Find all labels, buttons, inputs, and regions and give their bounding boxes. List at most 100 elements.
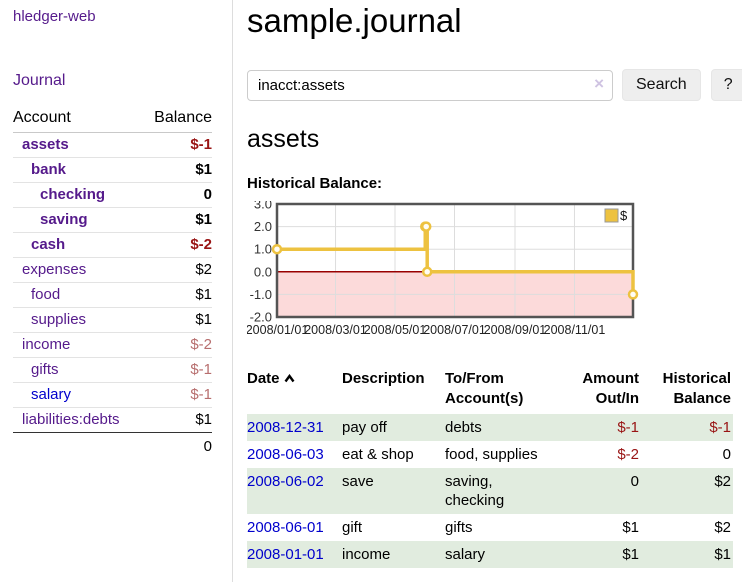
transaction-date-link[interactable]: 2008-06-02 (247, 473, 324, 490)
legend-swatch (604, 208, 619, 223)
transaction-date-link[interactable]: 2008-01-01 (247, 546, 324, 563)
y-tick-label: -1.0 (250, 287, 272, 302)
help-button[interactable]: ? (710, 69, 742, 101)
account-heading: assets (247, 125, 320, 153)
search-button[interactable]: Search (622, 69, 701, 101)
main-content: sample.journal × Search ? assets Histori… (233, 0, 742, 582)
register-table: Date Description To/From Account(s) Amou… (247, 366, 733, 568)
brand-link[interactable]: hledger-web (13, 8, 96, 25)
x-tick-label: 2008/01/01 (247, 323, 308, 337)
account-row: liabilities:debts $1 (13, 407, 212, 433)
register-header-accounts: To/From Account(s) (445, 370, 524, 407)
register-header-amount: Amount Out/In (582, 370, 639, 407)
x-tick-label: 2008/03/01 (304, 323, 367, 337)
accounts-total-balance: 0 (141, 432, 212, 459)
account-row: cash $-2 (13, 232, 212, 258)
account-link-expenses[interactable]: expenses (22, 261, 87, 278)
transaction-amount: $-2 (617, 446, 639, 463)
transaction-balance: $-1 (709, 419, 731, 436)
account-balance: $1 (141, 407, 212, 433)
account-row: salary $-1 (13, 382, 212, 408)
register-header-date[interactable]: Date (247, 366, 342, 414)
page-title: sample.journal (247, 2, 462, 39)
search-input[interactable] (247, 69, 613, 101)
account-row: checking 0 (13, 182, 212, 208)
y-tick-label: 0.0 (254, 264, 272, 279)
account-row: gifts $-1 (13, 357, 212, 383)
account-link-checking[interactable]: checking (40, 186, 106, 203)
register-row: 2008-06-03 eat & shop food, supplies $-2… (247, 441, 733, 468)
account-row: bank $1 (13, 157, 212, 183)
account-balance: $-2 (141, 232, 212, 258)
account-balance: $-1 (141, 382, 212, 408)
y-tick-label: 1.0 (254, 242, 272, 257)
account-link-income[interactable]: income (22, 336, 71, 353)
account-row: supplies $1 (13, 307, 212, 333)
account-link-liabilities-debts[interactable]: liabilities:debts (22, 411, 120, 428)
sort-ascending-icon (284, 369, 295, 389)
account-link-salary[interactable]: salary (31, 386, 72, 403)
transaction-accounts: food, supplies (445, 446, 538, 463)
search-bar: × Search ? (247, 69, 742, 101)
account-row: expenses $2 (13, 257, 212, 283)
transaction-date-link[interactable]: 2008-06-03 (247, 446, 324, 463)
account-balance: $-1 (141, 357, 212, 383)
accounts-total-row: 0 (13, 432, 212, 459)
account-balance: $1 (141, 207, 212, 233)
chart-title: Historical Balance: (247, 175, 383, 192)
transaction-amount: $1 (622, 519, 639, 536)
register-row: 2008-06-02 save saving, checking 0 $2 (247, 468, 733, 514)
transaction-description: pay off (342, 419, 387, 436)
account-link-cash[interactable]: cash (31, 236, 66, 253)
transaction-description: income (342, 546, 391, 563)
account-link-saving[interactable]: saving (40, 211, 88, 228)
account-balance: $2 (141, 257, 212, 283)
chart-marker (420, 221, 432, 232)
register-row: 2008-01-01 income salary $1 $1 (247, 541, 733, 568)
register-row: 2008-12-31 pay off debts $-1 $-1 (247, 414, 733, 441)
x-tick-label: 2008/09/01 (484, 323, 547, 337)
account-link-supplies[interactable]: supplies (31, 311, 87, 328)
transaction-date-link[interactable]: 2008-06-01 (247, 519, 324, 536)
clear-search-icon[interactable]: × (594, 73, 604, 93)
transaction-amount: $1 (622, 546, 639, 563)
transaction-accounts: salary (445, 546, 486, 563)
account-link-gifts[interactable]: gifts (31, 361, 59, 378)
account-row: saving $1 (13, 207, 212, 233)
y-tick-label: 2.0 (254, 219, 272, 234)
transaction-accounts: debts (445, 419, 482, 436)
account-link-bank[interactable]: bank (31, 161, 67, 178)
legend-label: $ (620, 208, 628, 223)
chart-container: $3.0 2.0 1.0 0.0 -1.0 -2.0 2008/01/01 2008/03/0… (246, 197, 742, 351)
chart-marker (627, 289, 639, 300)
chart-marker (421, 266, 433, 278)
register-row: 2008-06-01 gift gifts $1 $2 (247, 514, 733, 541)
y-tick-label: 3.0 (254, 201, 272, 212)
accounts-header-row: Account Balance (13, 107, 212, 133)
historical-balance-chart: $3.0 2.0 1.0 0.0 -1.0 -2.02008/01/012008/03/0… (246, 197, 639, 337)
transaction-date-link[interactable]: 2008-12-31 (247, 419, 324, 436)
transaction-accounts: gifts (445, 519, 473, 536)
transaction-balance: $2 (714, 519, 731, 536)
accounts-header-balance: Balance (141, 107, 212, 133)
transaction-accounts: saving, checking (445, 473, 505, 509)
account-row: assets $-1 (13, 132, 212, 158)
x-tick-label: 2008/05/01 (364, 323, 427, 337)
account-row: food $1 (13, 282, 212, 308)
account-row: income $-2 (13, 332, 212, 358)
x-tick-label: 2008/07/01 (423, 323, 486, 337)
account-balance: $-2 (141, 332, 212, 358)
transaction-description: gift (342, 519, 363, 536)
account-link-assets[interactable]: assets (22, 136, 69, 153)
sidebar-item-journal[interactable]: Journal (13, 72, 66, 89)
transaction-balance: 0 (722, 446, 731, 463)
transaction-amount: 0 (630, 473, 639, 490)
account-link-food[interactable]: food (31, 286, 61, 303)
account-balance: $1 (141, 307, 212, 333)
register-header-description: Description (342, 370, 425, 387)
accounts-table: Account Balance assets $-1 bank $1 check… (13, 107, 212, 459)
transaction-amount: $-1 (617, 419, 639, 436)
accounts-header-account: Account (13, 107, 142, 133)
y-tick-label: -2.0 (250, 310, 272, 325)
